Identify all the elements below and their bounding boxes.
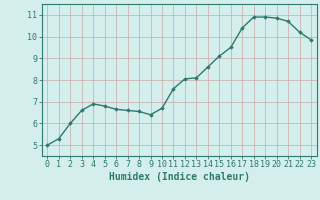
X-axis label: Humidex (Indice chaleur): Humidex (Indice chaleur)	[109, 172, 250, 182]
